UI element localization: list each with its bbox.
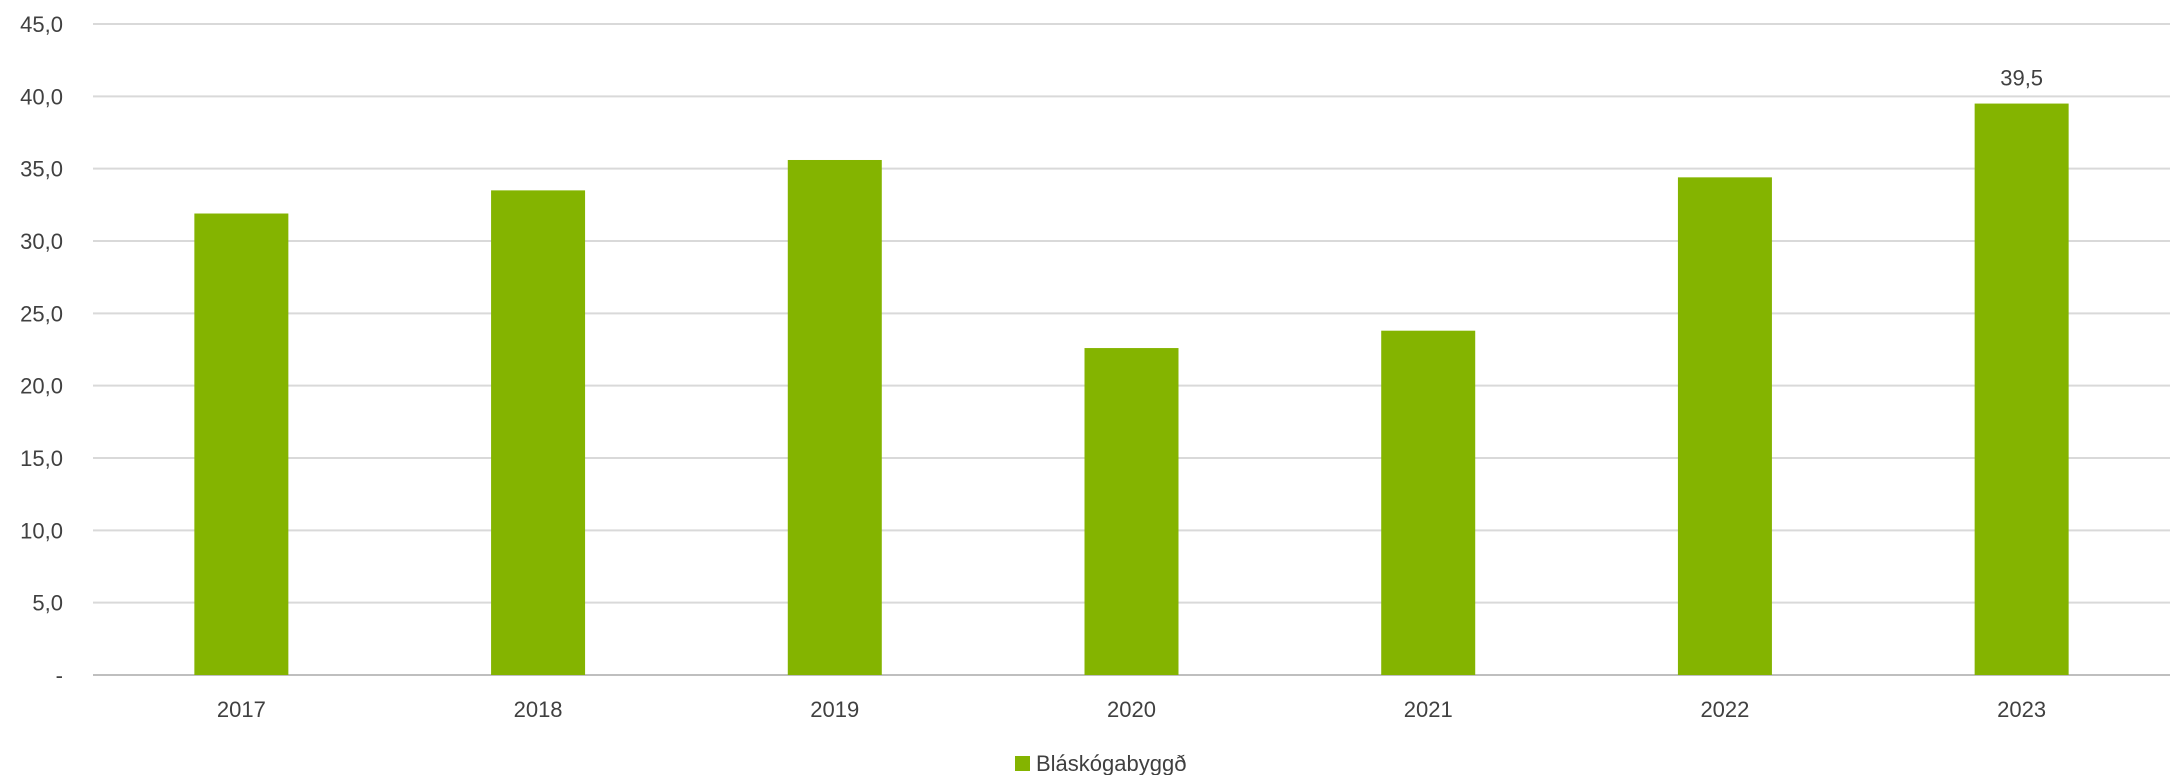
y-tick-label: 25,0: [20, 301, 63, 326]
y-tick-label: 30,0: [20, 229, 63, 254]
x-tick-label: 2018: [514, 697, 563, 722]
x-axis-tick-labels: 2017 2018 2019 2020 2021 2022 2023: [217, 697, 2046, 722]
bar-2018: [491, 190, 586, 675]
data-label-2023: 39,5: [2000, 66, 2043, 91]
y-tick-label: 20,0: [20, 374, 63, 399]
bar-2017: [194, 213, 289, 675]
x-tick-label: 2020: [1107, 697, 1156, 722]
y-tick-label: 40,0: [20, 84, 63, 109]
x-tick-label: 2022: [1700, 697, 1749, 722]
y-tick-label: 5,0: [32, 591, 63, 616]
x-tick-label: 2019: [810, 697, 859, 722]
y-tick-label: 35,0: [20, 157, 63, 182]
y-tick-label: 10,0: [20, 518, 63, 543]
bars: [194, 103, 2069, 676]
legend-swatch: [1015, 756, 1030, 771]
bar-2023: [1974, 103, 2069, 676]
data-labels: 39,5: [2000, 66, 2043, 91]
y-tick-label: 45,0: [20, 12, 63, 37]
x-tick-label: 2023: [1997, 697, 2046, 722]
bar-2019: [787, 159, 882, 675]
y-axis-tick-labels: - 5,0 10,0 15,0 20,0 25,0 30,0 35,0 40,0 45,0: [20, 12, 63, 688]
legend-label: Bláskógabyggð: [1036, 751, 1186, 775]
x-tick-label: 2021: [1404, 697, 1453, 722]
x-tick-label: 2017: [217, 697, 266, 722]
y-tick-label: -: [56, 663, 63, 688]
legend: Bláskógabyggð: [1015, 751, 1186, 775]
bar-2022: [1677, 177, 1772, 675]
bar-2021: [1381, 330, 1476, 675]
y-tick-label: 15,0: [20, 446, 63, 471]
bar-2020: [1084, 348, 1179, 675]
